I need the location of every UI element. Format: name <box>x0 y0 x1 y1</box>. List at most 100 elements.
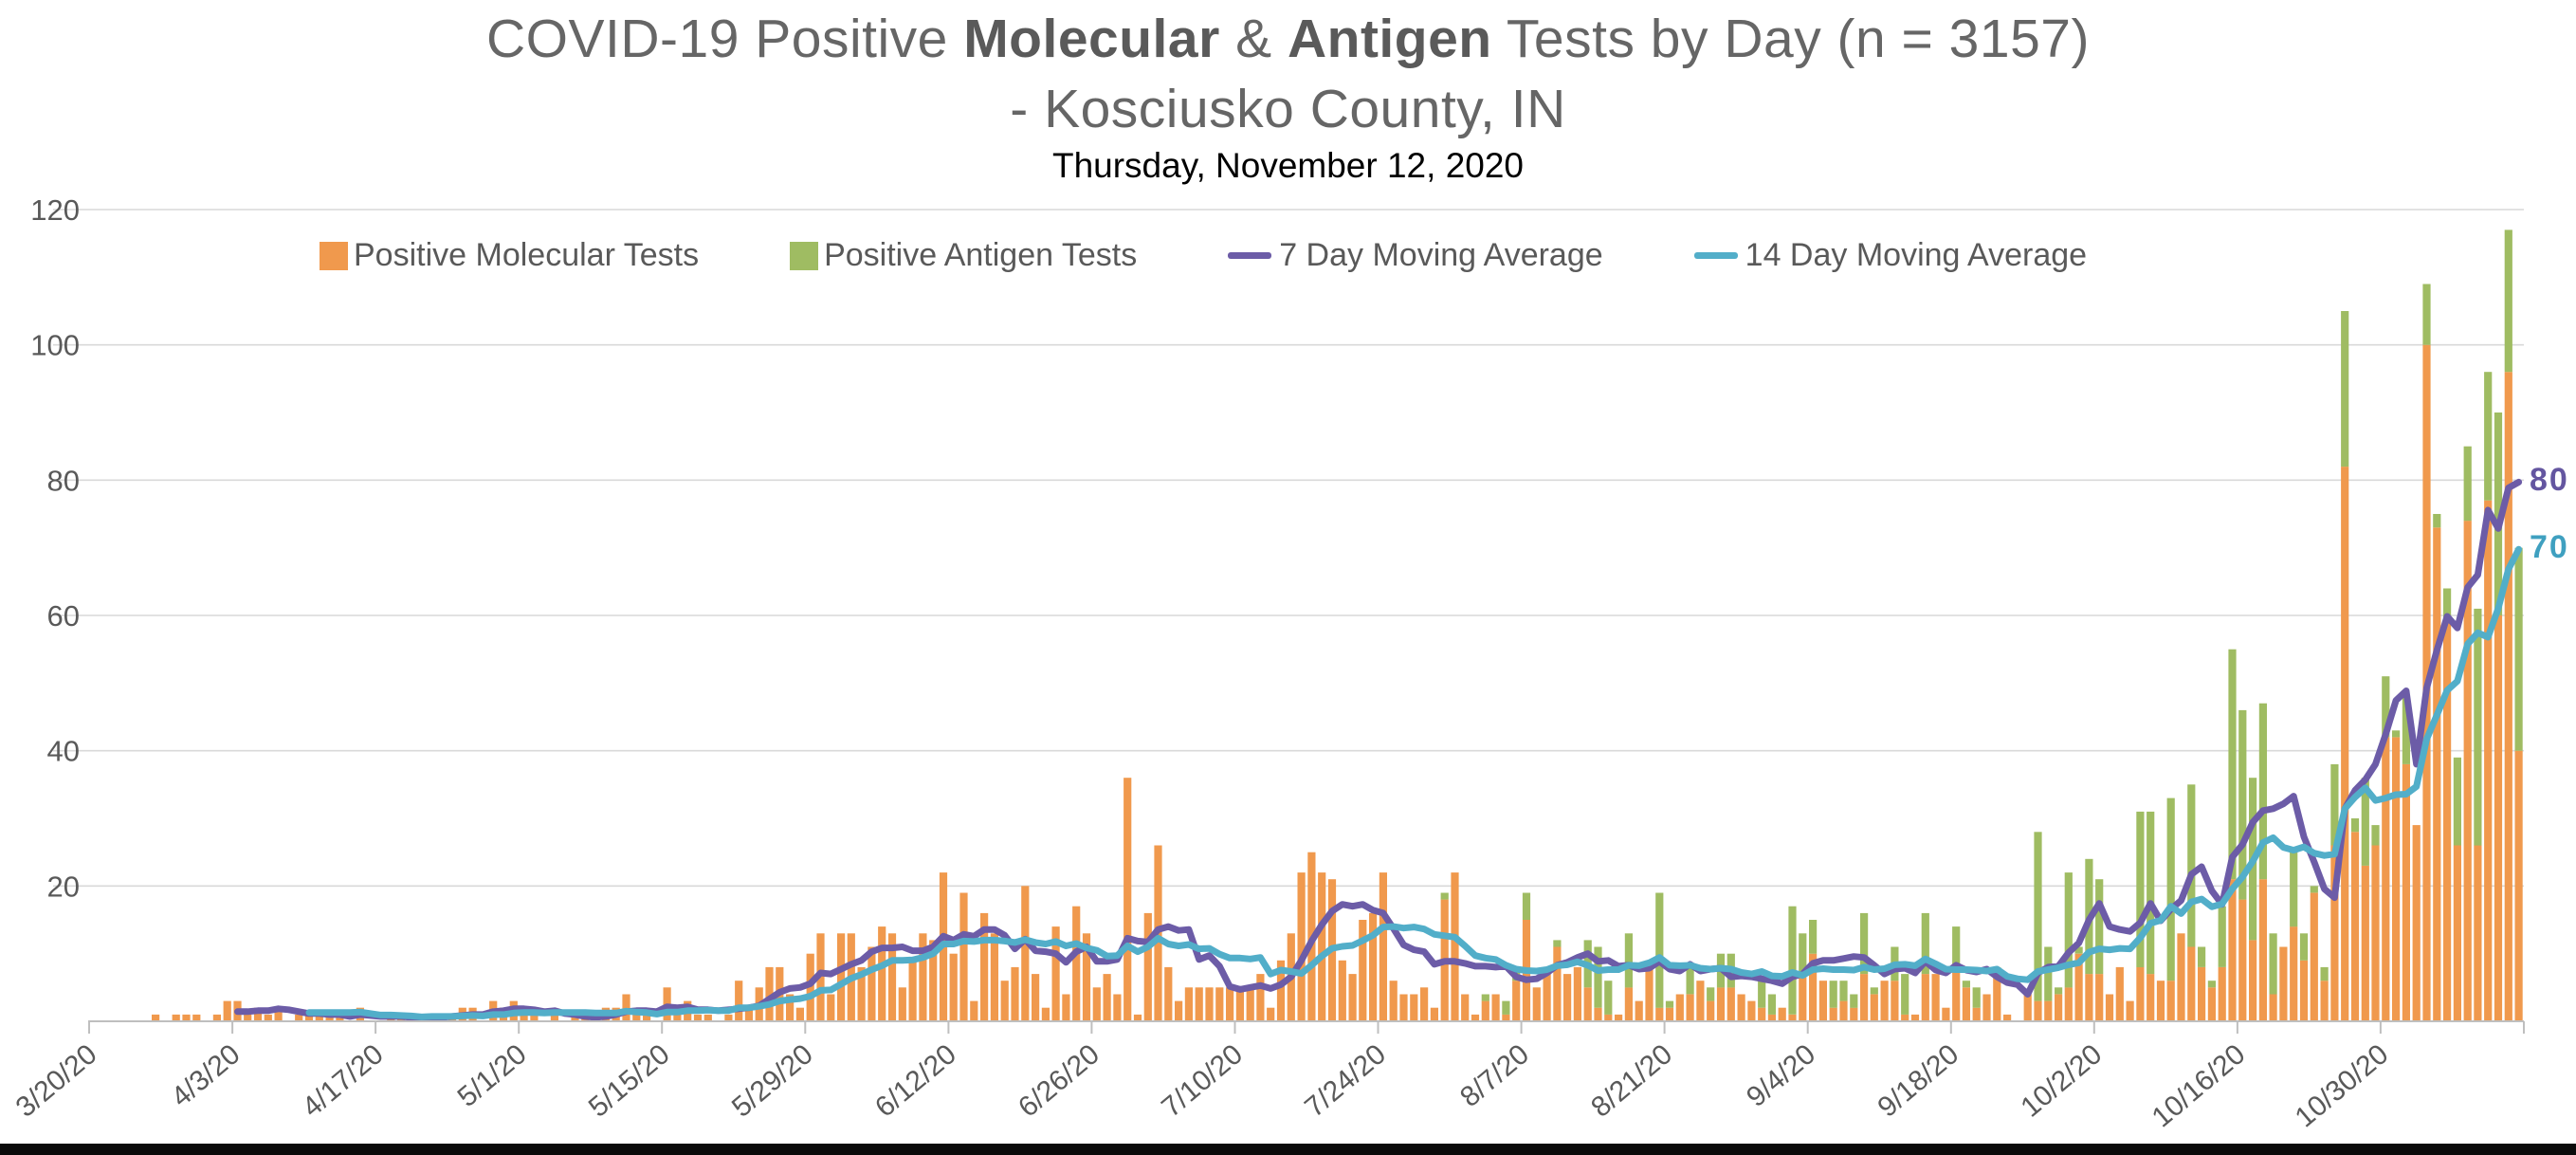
antigen-bar <box>2207 981 2216 988</box>
molecular-bar <box>2238 899 2247 1021</box>
molecular-bar <box>1267 1007 1275 1021</box>
molecular-bar <box>1665 1007 1674 1021</box>
molecular-bar <box>2166 981 2175 1021</box>
molecular-bar <box>2228 879 2237 1021</box>
molecular-bar <box>212 1014 221 1021</box>
molecular-bar <box>1860 974 1869 1021</box>
antigen-bar <box>1850 994 1858 1008</box>
ma14-line <box>305 545 2523 1020</box>
molecular-bar <box>1778 1007 1786 1021</box>
molecular-bar <box>1359 920 1367 1021</box>
molecular-bar <box>1870 994 1878 1021</box>
molecular-bar <box>2412 825 2421 1021</box>
molecular-bar <box>2085 974 2093 1021</box>
x-tick-label: 7/10/20 <box>1156 1038 1249 1124</box>
molecular-bar <box>1399 994 1408 1021</box>
antigen-bar <box>2341 311 2349 468</box>
antigen-bar <box>1502 1000 1510 1015</box>
molecular-bar <box>182 1014 191 1021</box>
molecular-bar <box>1082 933 1091 1021</box>
chart-title: COVID-19 Positive Molecular & Antigen Te… <box>0 4 2576 186</box>
molecular-bar <box>1205 987 1214 1021</box>
molecular-swatch-icon <box>320 241 348 270</box>
molecular-bar <box>2474 845 2482 1021</box>
molecular-bar <box>325 1014 334 1021</box>
molecular-bar <box>1491 994 1500 1021</box>
molecular-bar <box>1962 987 1970 1021</box>
molecular-bar <box>1910 1014 1920 1021</box>
antigen-bar <box>2484 372 2493 501</box>
molecular-bar <box>1124 778 1132 1021</box>
antigen-swatch-icon <box>790 241 819 270</box>
molecular-bar <box>1175 1000 1183 1021</box>
molecular-bar <box>2371 845 2380 1021</box>
molecular-bar <box>765 966 774 1021</box>
molecular-bar <box>1451 872 1459 1021</box>
molecular-bar <box>2494 615 2503 1021</box>
window-bottom-edge <box>0 1144 2576 1155</box>
molecular-bar <box>1624 987 1633 1021</box>
antigen-bar <box>1767 994 1776 1015</box>
antigen-bar <box>2218 906 2226 967</box>
molecular-bar <box>2279 946 2288 1021</box>
x-axis-labels: 3/20/20 4/3/20 4/17/20 5/1/20 5/15/20 5/29/20… <box>10 1038 2395 1133</box>
molecular-bar <box>1747 1000 1756 1021</box>
x-tick-label: 5/29/20 <box>726 1038 819 1124</box>
molecular-bar <box>2023 994 2032 1021</box>
molecular-bar <box>1839 1000 1848 1021</box>
antigen-bar <box>1665 1000 1674 1008</box>
molecular-bar <box>898 987 906 1021</box>
molecular-bar <box>1032 974 1040 1021</box>
molecular-bar <box>2044 1000 2053 1021</box>
antigen-bar <box>2382 676 2390 738</box>
gridlines <box>53 209 2524 888</box>
legend-label-ma14: 14 Day Moving Average <box>1745 237 2088 273</box>
x-tick-label: 6/26/20 <box>1013 1038 1105 1124</box>
bars <box>152 229 2523 1022</box>
molecular-bar <box>622 994 630 1021</box>
molecular-bar <box>959 892 968 1021</box>
antigen-bar <box>2463 446 2472 522</box>
antigen-bar <box>2494 412 2503 615</box>
antigen-bar <box>1870 987 1878 995</box>
x-tick-label: 8/7/20 <box>1454 1038 1535 1113</box>
molecular-bar <box>244 1014 252 1021</box>
molecular-bar <box>1891 981 1899 1021</box>
molecular-bar <box>520 1014 528 1021</box>
molecular-bar <box>1338 960 1346 1021</box>
legend-label-ma7: 7 Day Moving Average <box>1279 237 1603 273</box>
molecular-bar <box>1389 981 1398 1021</box>
molecular-bar <box>2269 994 2277 1021</box>
molecular-bar <box>1726 987 1735 1021</box>
molecular-bar <box>919 933 927 1021</box>
molecular-bar <box>2198 966 2206 1021</box>
molecular-bar <box>1829 1007 1837 1021</box>
molecular-bar <box>2392 737 2401 1021</box>
molecular-bar <box>2095 974 2104 1021</box>
antigen-bar <box>2074 946 2083 954</box>
molecular-bar <box>1103 974 1111 1021</box>
molecular-bar <box>2105 994 2114 1021</box>
molecular-bar <box>1051 926 1060 1021</box>
molecular-bar <box>1420 987 1429 1021</box>
legend-label-molecular: Positive Molecular Tests <box>354 237 700 273</box>
x-tick-label: 8/21/20 <box>1585 1038 1678 1124</box>
antigen-bar <box>2147 811 2155 975</box>
title-ampersand: & <box>1219 9 1288 69</box>
molecular-bar <box>264 1014 272 1021</box>
molecular-bar <box>2218 966 2226 1021</box>
legend-item-antigen: Positive Antigen Tests <box>790 237 1137 274</box>
antigen-bar <box>1655 892 1664 1008</box>
molecular-bar <box>724 1014 733 1021</box>
molecular-bar <box>1543 974 1551 1021</box>
antigen-bar <box>1799 933 1807 975</box>
molecular-bar <box>990 933 998 1021</box>
molecular-bar <box>1583 987 1592 1021</box>
x-tick-label: 9/4/20 <box>1741 1038 1821 1113</box>
molecular-bar <box>1410 994 1418 1021</box>
molecular-bar <box>1072 906 1081 1021</box>
molecular-bar <box>1041 1007 1050 1021</box>
molecular-bar <box>223 1000 231 1021</box>
antigen-bar <box>1522 892 1531 920</box>
